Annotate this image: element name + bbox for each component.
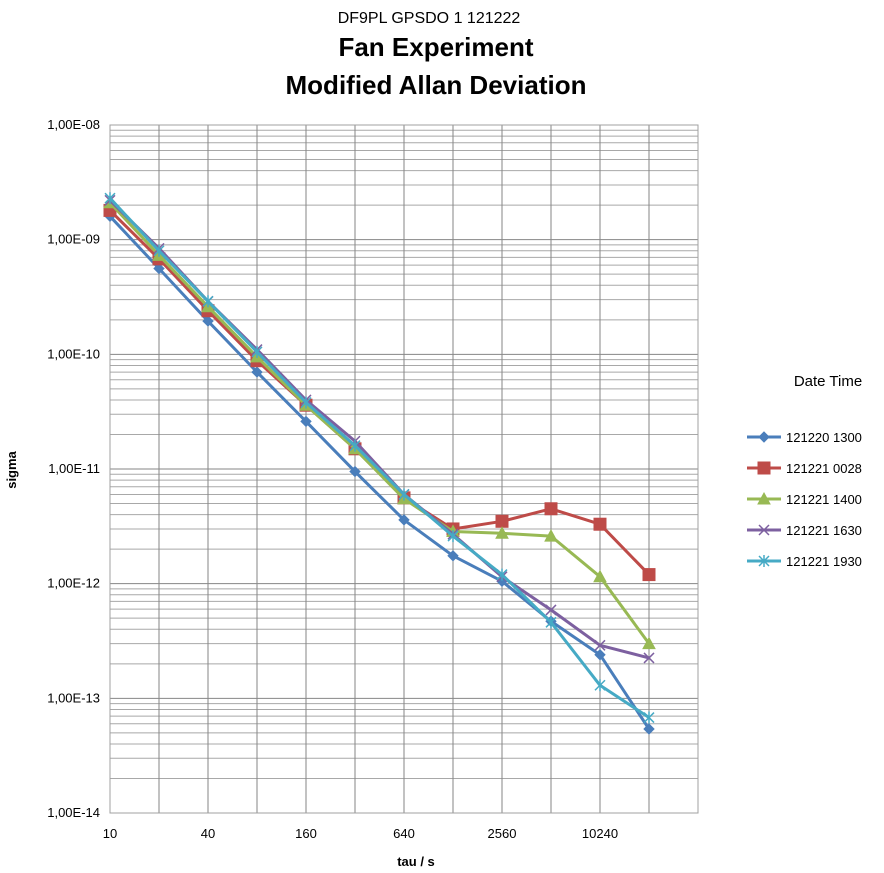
data-point bbox=[757, 461, 771, 475]
data-point bbox=[300, 396, 312, 409]
data-point bbox=[447, 550, 459, 562]
data-point bbox=[642, 636, 656, 650]
series-line bbox=[108, 201, 651, 645]
x-axis-label: tau / s bbox=[397, 854, 435, 869]
data-point bbox=[202, 295, 214, 308]
data-point bbox=[758, 555, 770, 567]
x-tick-label: 40 bbox=[201, 826, 215, 841]
series-121221-1930 bbox=[104, 192, 655, 724]
data-point bbox=[153, 262, 165, 275]
data-point bbox=[594, 639, 606, 651]
data-point bbox=[594, 679, 606, 692]
data-point bbox=[757, 491, 771, 505]
data-point bbox=[593, 569, 607, 583]
data-point bbox=[251, 345, 263, 358]
data-point bbox=[398, 488, 410, 501]
data-point bbox=[349, 465, 361, 478]
data-point bbox=[300, 415, 312, 428]
legend-item: 121221 1630 bbox=[747, 523, 862, 538]
legend-label: 121220 1300 bbox=[786, 430, 862, 445]
data-point bbox=[758, 524, 770, 536]
data-point bbox=[643, 711, 655, 724]
legend-label: 121221 1930 bbox=[786, 554, 862, 569]
x-tick-label: 160 bbox=[295, 826, 317, 841]
y-tick-label: 1,00E-12 bbox=[47, 576, 100, 591]
y-tick-label: 1,00E-08 bbox=[47, 117, 100, 132]
series-layer bbox=[103, 192, 656, 735]
data-point bbox=[251, 366, 263, 378]
data-point bbox=[642, 568, 656, 582]
axis-ticks: 1,00E-08 1,00E-09 1,00E-10 1,00E-11 1,00E-12… bbox=[47, 117, 618, 841]
series-121221-0028 bbox=[103, 203, 656, 582]
chart-title-line2: Modified Allan Deviation bbox=[286, 70, 587, 100]
data-point bbox=[758, 431, 770, 443]
data-point bbox=[495, 526, 509, 539]
data-point bbox=[202, 315, 214, 327]
plot-area bbox=[109, 124, 699, 814]
legend-title: Date Time bbox=[794, 373, 862, 390]
x-tick-label: 640 bbox=[393, 826, 415, 841]
series-line bbox=[108, 197, 650, 719]
data-point bbox=[398, 514, 410, 526]
legend-label: 121221 1400 bbox=[786, 492, 862, 507]
data-point bbox=[593, 517, 607, 531]
chart-subtitle: DF9PL GPSDO 1 121222 bbox=[338, 10, 521, 27]
data-point bbox=[544, 529, 558, 542]
chart-title-line1: Fan Experiment bbox=[338, 32, 533, 62]
y-axis-label: sigma bbox=[4, 450, 19, 488]
series-line bbox=[108, 215, 651, 730]
y-tick-label: 1,00E-10 bbox=[47, 346, 100, 361]
data-point bbox=[594, 649, 606, 661]
legend-label: 121221 1630 bbox=[786, 523, 862, 538]
data-point bbox=[153, 244, 165, 257]
data-point bbox=[349, 439, 361, 452]
data-point bbox=[545, 604, 557, 616]
x-tick-label: 2560 bbox=[488, 826, 517, 841]
y-tick-label: 1,00E-14 bbox=[47, 805, 100, 820]
y-tick-label: 1,00E-13 bbox=[47, 690, 100, 705]
legend-label: 121221 0028 bbox=[786, 461, 862, 476]
x-tick-label: 10240 bbox=[582, 826, 618, 841]
data-point bbox=[643, 652, 655, 664]
legend-item: 121221 1400 bbox=[747, 491, 862, 507]
data-point bbox=[495, 514, 509, 528]
legend-item: 121221 0028 bbox=[747, 461, 862, 476]
legend-item: 121220 1300 bbox=[747, 430, 862, 445]
series-121221-1400 bbox=[103, 195, 656, 650]
legend-item: 121221 1930 bbox=[747, 554, 862, 569]
data-point bbox=[447, 530, 459, 543]
data-point bbox=[545, 616, 557, 629]
data-point bbox=[104, 192, 116, 205]
gridlines bbox=[109, 125, 699, 814]
y-tick-label: 1,00E-11 bbox=[48, 461, 100, 476]
legend: Date Time 121220 1300 121221 0028 121221 1… bbox=[747, 373, 862, 569]
data-point bbox=[643, 723, 655, 735]
data-point bbox=[496, 568, 508, 581]
data-point bbox=[544, 502, 558, 516]
x-tick-label: 10 bbox=[103, 826, 117, 841]
y-tick-label: 1,00E-09 bbox=[47, 232, 100, 247]
